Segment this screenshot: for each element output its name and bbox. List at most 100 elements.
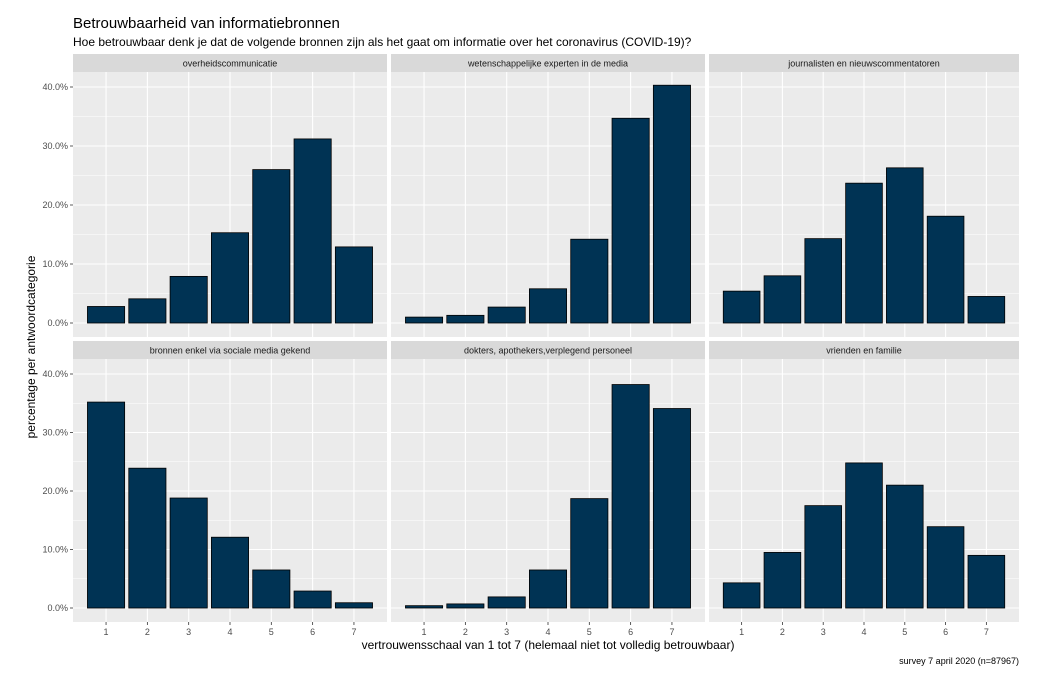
x-axis: 1 2 3 4 5 6 7 1 2 3 4 5 6 7 1 2 3 4 5 6 7 xyxy=(104,622,989,637)
bar xyxy=(446,603,485,609)
facet-panel: vrienden en familie xyxy=(709,341,1019,622)
x-tick-label: 5 xyxy=(587,627,592,637)
bar xyxy=(334,246,373,324)
bar xyxy=(611,384,650,609)
facet-strip-label: vrienden en familie xyxy=(826,346,902,356)
bar xyxy=(87,306,126,324)
x-tick-label: 5 xyxy=(902,627,907,637)
bar xyxy=(804,505,842,609)
chart-caption: survey 7 april 2020 (n=87967) xyxy=(899,656,1019,666)
facet-strip-label: journalisten en nieuwscommentatoren xyxy=(787,59,940,69)
bar xyxy=(845,462,883,609)
bar xyxy=(252,169,291,324)
x-tick-label: 1 xyxy=(104,627,109,637)
bar xyxy=(252,569,291,609)
y-tick-label: 30.0% xyxy=(42,141,68,151)
x-tick-label: 7 xyxy=(351,627,356,637)
bar xyxy=(763,552,802,609)
bar xyxy=(722,582,761,609)
facet-panel: dokters, apothekers,verplegend personeel xyxy=(391,341,705,622)
facet-strip-label: dokters, apothekers,verplegend personeel xyxy=(464,346,632,356)
bar xyxy=(87,401,126,609)
bar xyxy=(128,467,167,609)
facet-panel: journalisten en nieuwscommentatoren xyxy=(709,54,1019,337)
bar xyxy=(446,314,485,324)
bar xyxy=(652,84,691,324)
y-tick-label: 0.0% xyxy=(47,318,68,328)
bar xyxy=(722,290,761,324)
bar xyxy=(886,484,924,609)
bar xyxy=(334,602,373,609)
x-tick-label: 2 xyxy=(145,627,150,637)
bar xyxy=(169,497,208,609)
x-tick-label: 5 xyxy=(269,627,274,637)
bar xyxy=(487,306,526,324)
bar xyxy=(804,238,842,324)
bar xyxy=(529,288,567,324)
x-tick-label: 7 xyxy=(984,627,989,637)
bar xyxy=(926,215,965,324)
y-axis-label: percentage per antwoordcategorie xyxy=(24,255,38,438)
y-tick-label: 30.0% xyxy=(42,428,68,438)
x-tick-label: 3 xyxy=(186,627,191,637)
bar xyxy=(529,569,567,609)
facet-panel: overheidscommunicatie xyxy=(73,54,387,337)
facet-strip xyxy=(73,341,387,359)
facet-panels: overheidscommunicatie wetenschappelijke e… xyxy=(73,54,1019,622)
x-tick-label: 4 xyxy=(227,627,232,637)
x-tick-label: 4 xyxy=(545,627,550,637)
y-tick-label: 10.0% xyxy=(42,259,68,269)
facet-strip xyxy=(709,54,1019,72)
bar xyxy=(652,408,691,609)
facet-panel: bronnen enkel via sociale media gekend xyxy=(73,341,387,622)
x-tick-label: 3 xyxy=(504,627,509,637)
x-tick-label: 6 xyxy=(943,627,948,637)
x-tick-label: 7 xyxy=(669,627,674,637)
chart-title: Betrouwbaarheid van informatiebronnen xyxy=(73,15,340,32)
bar xyxy=(405,605,444,609)
facet-strip-label: bronnen enkel via sociale media gekend xyxy=(150,346,311,356)
bar xyxy=(211,232,249,324)
x-tick-label: 2 xyxy=(463,627,468,637)
x-tick-label: 4 xyxy=(861,627,866,637)
x-tick-label: 6 xyxy=(628,627,633,637)
x-tick-label: 1 xyxy=(739,627,744,637)
chart-subtitle: Hoe betrouwbaar denk je dat de volgende … xyxy=(73,35,692,49)
facet-panel: wetenschappelijke experten in de media xyxy=(391,54,705,337)
facet-strip xyxy=(391,341,705,359)
bar xyxy=(570,498,609,609)
bar xyxy=(211,536,249,609)
bar xyxy=(487,596,526,609)
y-tick-label: 20.0% xyxy=(42,486,68,496)
bar xyxy=(926,526,965,609)
y-tick-label: 0.0% xyxy=(47,603,68,613)
facet-strip xyxy=(709,341,1019,359)
x-tick-label: 2 xyxy=(780,627,785,637)
bar xyxy=(611,117,650,324)
y-axes: 0.0% 10.0% 20.0% 30.0% 40.0% 0.0% 10.0% 20.0% 30… xyxy=(42,82,73,613)
bar xyxy=(293,138,332,324)
x-tick-label: 6 xyxy=(310,627,315,637)
facet-strip xyxy=(391,54,705,72)
bar xyxy=(967,554,1006,609)
bar xyxy=(128,298,167,324)
facet-strip-label: overheidscommunicatie xyxy=(183,59,278,69)
bar xyxy=(169,275,208,324)
x-tick-label: 3 xyxy=(821,627,826,637)
y-tick-label: 40.0% xyxy=(42,82,68,92)
bar xyxy=(570,238,609,324)
bar xyxy=(763,275,802,324)
x-tick-label: 1 xyxy=(422,627,427,637)
facet-strip-label: wetenschappelijke experten in de media xyxy=(467,59,628,69)
y-tick-label: 20.0% xyxy=(42,200,68,210)
bar xyxy=(886,167,924,324)
y-tick-label: 10.0% xyxy=(42,545,68,555)
x-axis-label: vertrouwensschaal van 1 tot 7 (helemaal … xyxy=(362,638,735,652)
bar xyxy=(405,316,444,324)
y-tick-label: 40.0% xyxy=(42,369,68,379)
bar xyxy=(845,182,883,324)
bar xyxy=(293,590,332,609)
facet-strip xyxy=(73,54,387,72)
bar xyxy=(967,296,1006,324)
